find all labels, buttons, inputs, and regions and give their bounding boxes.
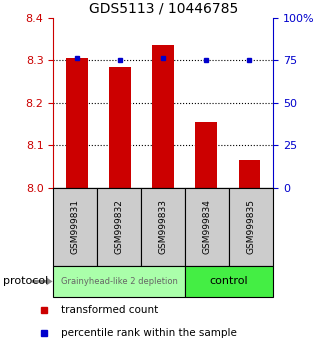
Text: GSM999835: GSM999835 [246, 199, 256, 254]
Text: GSM999834: GSM999834 [202, 199, 212, 254]
Bar [109, 67, 131, 188]
Bar [97, 188, 141, 266]
Title: GDS5113 / 10446785: GDS5113 / 10446785 [89, 1, 238, 15]
Bar [66, 58, 88, 188]
Bar [229, 188, 273, 266]
Text: GSM999833: GSM999833 [159, 199, 168, 254]
Bar [141, 188, 185, 266]
Bar [53, 266, 185, 297]
Text: transformed count: transformed count [61, 305, 158, 315]
Bar [238, 160, 260, 188]
Text: GSM999832: GSM999832 [115, 199, 124, 254]
Bar [53, 188, 97, 266]
Text: Grainyhead-like 2 depletion: Grainyhead-like 2 depletion [61, 277, 177, 286]
Text: percentile rank within the sample: percentile rank within the sample [61, 328, 236, 338]
Bar [185, 188, 229, 266]
Text: control: control [210, 276, 248, 286]
Bar [195, 122, 217, 188]
Text: GSM999831: GSM999831 [71, 199, 80, 254]
Bar [153, 45, 174, 188]
Bar [185, 266, 273, 297]
Text: protocol: protocol [3, 276, 49, 286]
